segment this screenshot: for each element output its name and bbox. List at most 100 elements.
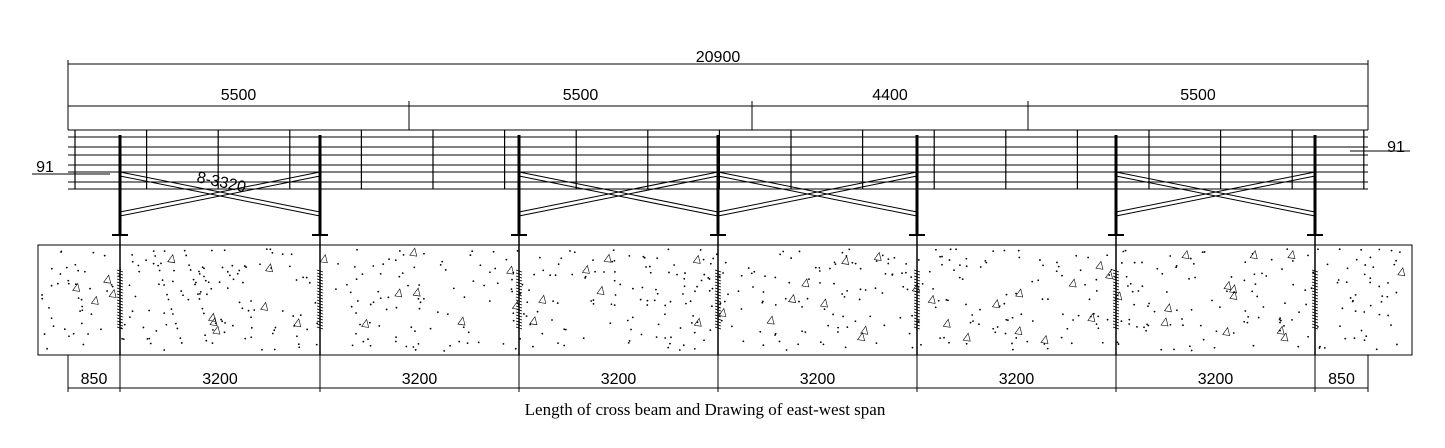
screw	[913, 299, 921, 303]
concrete-dot	[979, 308, 981, 311]
concrete-dot	[979, 266, 982, 268]
concrete-dot	[148, 309, 151, 312]
screw	[316, 308, 324, 312]
screw	[316, 326, 324, 330]
concrete-dot	[1363, 273, 1366, 276]
screw	[714, 278, 722, 282]
concrete-dot	[131, 310, 134, 313]
concrete-dot	[1188, 345, 1191, 348]
concrete-dot	[1213, 346, 1216, 349]
concrete-dot	[613, 304, 616, 307]
concrete-dot	[171, 280, 174, 283]
screw	[116, 299, 124, 303]
screw	[1112, 284, 1120, 288]
concrete-dot	[523, 313, 525, 315]
aggregate	[1040, 334, 1049, 344]
concrete-dot	[808, 278, 810, 281]
concrete-dot	[590, 300, 593, 302]
screw	[714, 272, 722, 276]
concrete-dot	[502, 342, 505, 345]
screw	[515, 275, 523, 279]
concrete-dot	[167, 298, 170, 301]
concrete-dot	[1181, 318, 1183, 320]
screw	[316, 320, 324, 324]
concrete-dot	[1230, 276, 1233, 278]
screw	[714, 326, 722, 330]
concrete-dot	[516, 249, 519, 252]
concrete-dot	[893, 256, 896, 259]
concrete-dot	[943, 336, 945, 339]
screw	[714, 302, 722, 306]
concrete-dot	[1378, 313, 1381, 316]
concrete-dot	[394, 259, 397, 262]
concrete-dot	[1015, 337, 1018, 339]
concrete-dot	[221, 266, 224, 269]
concrete-dot	[884, 272, 887, 275]
concrete-dot	[250, 336, 253, 339]
bottom-dimension: 3200	[1198, 371, 1234, 388]
concrete-dot	[1243, 320, 1246, 323]
concrete-dot	[778, 340, 781, 343]
screw	[913, 275, 921, 279]
concrete-dot	[692, 315, 695, 317]
aggregate	[1287, 249, 1296, 259]
concrete-dot	[152, 262, 155, 265]
concrete-dot	[818, 266, 821, 269]
screw	[116, 296, 124, 300]
concrete-dot	[1257, 316, 1260, 319]
concrete-dot	[992, 250, 995, 253]
aggregate	[361, 318, 370, 328]
aggregate	[506, 265, 515, 275]
aggregate	[1223, 280, 1232, 290]
concrete-dot	[1323, 347, 1326, 349]
concrete-dot	[949, 248, 952, 251]
concrete-dot	[1161, 272, 1164, 275]
concrete-dot	[388, 258, 390, 261]
concrete-dot	[89, 287, 91, 290]
concrete-dot	[859, 267, 862, 270]
concrete-dot	[1215, 330, 1218, 333]
concrete-dot	[92, 251, 95, 254]
concrete-dot	[207, 281, 210, 284]
concrete-dot	[192, 278, 195, 281]
concrete-dot	[472, 280, 475, 282]
concrete-dot	[551, 319, 553, 321]
screw	[714, 269, 722, 273]
aggregate	[1087, 312, 1096, 322]
total-dimension: 20900	[696, 49, 741, 66]
concrete-dot	[984, 259, 987, 262]
concrete-dot	[401, 272, 404, 275]
concrete-dot	[1005, 293, 1008, 296]
concrete-dot	[111, 285, 114, 288]
screw	[913, 311, 921, 315]
concrete-dot	[833, 282, 835, 285]
foundation	[37, 244, 1413, 356]
concrete-dot	[122, 338, 125, 341]
concrete-dot	[939, 255, 941, 258]
concrete-dot	[1387, 314, 1389, 317]
concrete-dot	[689, 300, 692, 303]
concrete-dot	[774, 276, 777, 279]
concrete-dot	[488, 300, 491, 302]
aggregate	[841, 255, 850, 265]
screw	[1311, 290, 1319, 294]
concrete-dot	[851, 261, 854, 264]
screw	[913, 284, 921, 288]
concrete-dot	[1097, 327, 1100, 330]
concrete-dot	[1369, 304, 1372, 307]
screw	[913, 308, 921, 312]
concrete-dot	[1246, 321, 1249, 324]
concrete-dot	[163, 250, 166, 253]
concrete-dot	[405, 345, 408, 348]
concrete-dot	[1128, 323, 1131, 325]
screw	[714, 317, 722, 321]
concrete-dot	[446, 313, 449, 316]
screw	[913, 302, 921, 306]
concrete-dot	[471, 250, 474, 253]
concrete-dot	[479, 264, 482, 267]
concrete-dot	[667, 346, 670, 349]
concrete-dot	[1120, 262, 1123, 264]
screw	[316, 284, 324, 288]
concrete-dot	[1131, 290, 1134, 293]
concrete-dot	[841, 293, 844, 295]
